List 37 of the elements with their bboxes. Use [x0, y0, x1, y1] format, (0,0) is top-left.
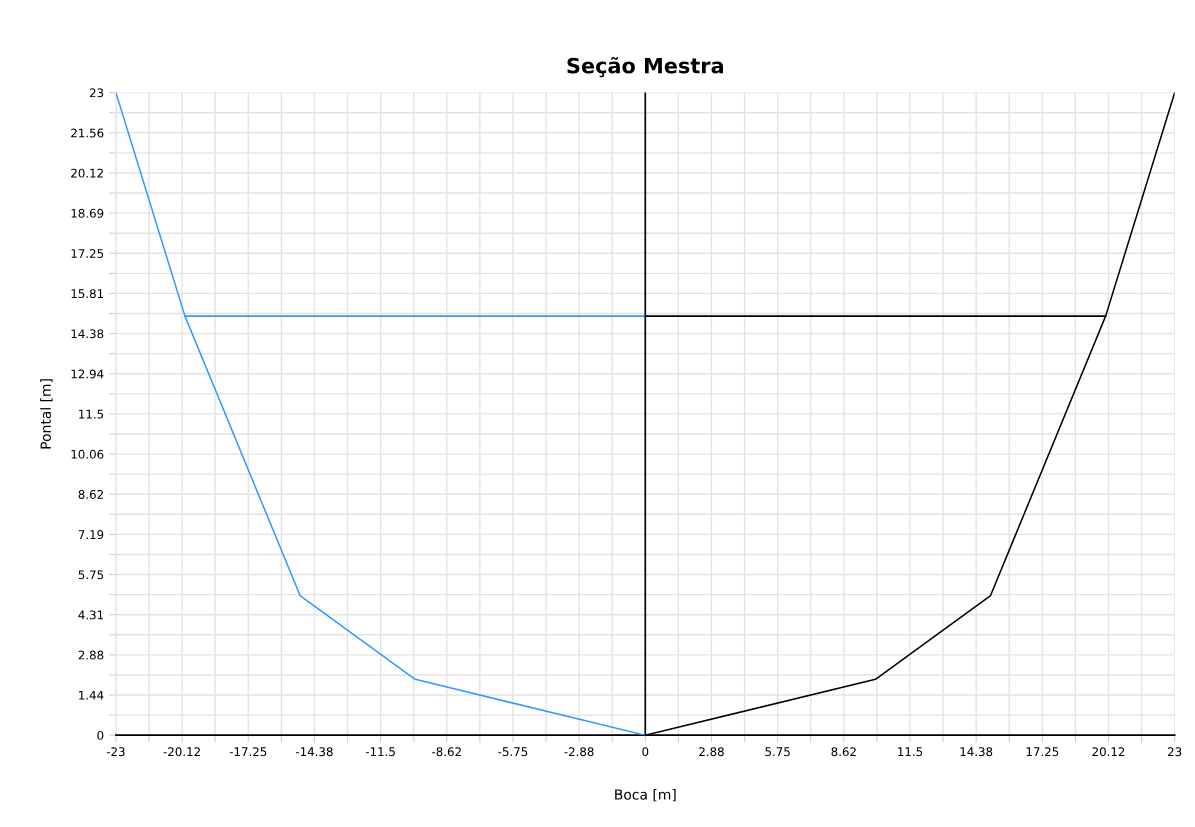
y-tick-label: 10.06	[71, 449, 104, 459]
y-tick-label: 14.38	[71, 329, 104, 339]
x-tick-label: -11.5	[365, 747, 395, 757]
y-tick-label: 15.81	[71, 289, 104, 299]
x-axis-title: Boca [m]	[615, 788, 676, 802]
x-tick-label: -17.25	[229, 747, 267, 757]
y-tick-label: 18.69	[71, 208, 104, 218]
x-tick-label: 2.88	[699, 747, 724, 757]
x-tick-label: 17.25	[1026, 747, 1059, 757]
x-tick-label: -14.38	[295, 747, 333, 757]
y-tick-label: 7.19	[78, 530, 104, 540]
x-tick-label: -5.75	[498, 747, 528, 757]
x-tick-label: 8.62	[831, 747, 856, 757]
y-tick-label: 1.44	[79, 690, 104, 700]
x-tick-label: -8.62	[432, 747, 461, 757]
x-tick-label: 0	[642, 747, 649, 757]
x-tick-label: -20.12	[163, 747, 200, 757]
x-tick-label: 14.38	[960, 747, 993, 757]
y-tick-label: 0	[97, 730, 104, 740]
y-tick-label: 5.75	[78, 570, 104, 580]
y-axis-title: Pontal [m]	[40, 379, 53, 449]
y-tick-label: 4.31	[78, 610, 104, 620]
y-tick-label: 17.25	[71, 248, 104, 258]
x-tick-label: 11.5	[898, 747, 923, 757]
chart-title: Seção Mestra	[567, 56, 723, 78]
x-tick-label: 20.12	[1092, 747, 1125, 757]
y-tick-label: 20.12	[71, 168, 103, 178]
y-tick-label: 11.5	[79, 409, 104, 419]
x-tick-label: 5.75	[765, 747, 790, 757]
y-tick-label: 8.62	[78, 489, 103, 499]
y-tick-label: 21.56	[71, 128, 104, 138]
x-tick-label: -23	[106, 747, 125, 757]
y-tick-label: 23	[89, 88, 104, 98]
y-tick-label: 2.88	[78, 650, 104, 660]
x-tick-label: 23	[1168, 747, 1182, 757]
y-tick-label: 12.94	[71, 369, 104, 379]
x-tick-label: -2.88	[564, 747, 594, 757]
